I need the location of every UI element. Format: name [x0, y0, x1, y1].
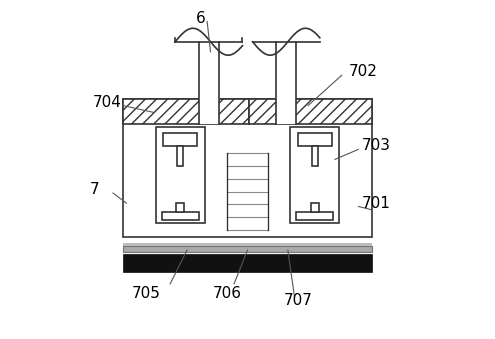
Bar [162, 212, 198, 220]
Bar [291, 127, 339, 223]
Bar [249, 99, 372, 124]
Bar [312, 146, 318, 166]
Bar [156, 127, 204, 223]
Bar [276, 98, 296, 124]
Text: 705: 705 [132, 286, 161, 301]
Bar [176, 203, 185, 212]
Text: 703: 703 [362, 138, 391, 154]
Text: 701: 701 [362, 196, 391, 211]
Text: 702: 702 [348, 64, 377, 80]
Bar [297, 133, 332, 146]
Bar [199, 42, 219, 99]
Bar [123, 246, 372, 252]
Text: 707: 707 [284, 293, 312, 308]
Text: 7: 7 [90, 182, 99, 197]
Bar [163, 133, 198, 146]
Bar [297, 212, 333, 220]
Bar [123, 254, 372, 272]
Text: 706: 706 [213, 286, 242, 301]
Text: 6: 6 [196, 11, 205, 26]
Bar [123, 99, 249, 124]
Bar [199, 98, 219, 124]
Bar [276, 42, 296, 99]
Bar [177, 146, 183, 166]
Bar [310, 203, 319, 212]
Bar [123, 99, 372, 237]
Bar [123, 243, 372, 246]
Text: 704: 704 [93, 95, 122, 110]
